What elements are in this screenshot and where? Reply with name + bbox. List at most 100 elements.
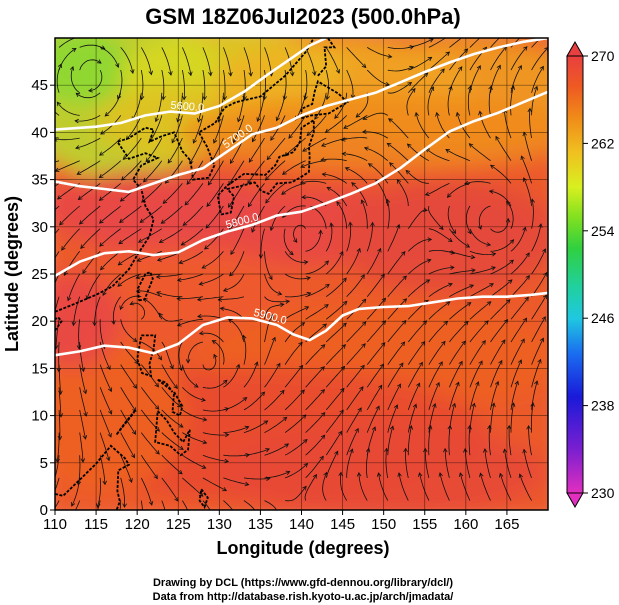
streamline-arrow xyxy=(418,472,423,477)
streamline xyxy=(99,455,106,485)
streamline-arrow xyxy=(318,229,323,235)
streamline-arrow xyxy=(448,34,452,38)
streamline-arrow xyxy=(525,275,530,280)
streamline-arrow xyxy=(319,455,324,461)
streamline xyxy=(56,101,80,116)
streamline-arrow xyxy=(389,162,394,167)
streamline-arrow xyxy=(34,167,38,171)
streamline-arrow xyxy=(465,243,471,248)
streamline-arrow xyxy=(505,299,511,304)
streamline xyxy=(202,477,227,491)
streamline-arrow xyxy=(161,95,166,101)
streamline-arrow xyxy=(248,72,253,77)
streamline-arrow xyxy=(201,264,207,269)
streamline-arrow xyxy=(102,291,107,297)
streamline xyxy=(469,250,496,256)
y-tick-label: 25 xyxy=(31,266,48,283)
streamline-arrow xyxy=(458,66,463,71)
streamline-arrow xyxy=(132,407,137,412)
y-tick-label: 5 xyxy=(40,455,48,472)
streamline-arrow xyxy=(441,340,446,346)
streamline xyxy=(366,426,376,456)
streamline xyxy=(449,302,472,320)
streamline xyxy=(469,228,491,246)
streamline xyxy=(325,409,344,433)
streamline xyxy=(305,230,322,252)
streamline xyxy=(425,148,450,162)
streamline-arrow xyxy=(467,229,472,235)
streamline xyxy=(55,319,60,349)
streamline xyxy=(141,341,162,361)
streamline-arrow xyxy=(320,434,326,440)
streamline-arrow xyxy=(99,151,104,156)
streamline-arrow xyxy=(303,463,309,468)
streamline xyxy=(61,228,80,251)
streamline-arrow xyxy=(117,261,123,266)
streamline-arrow xyxy=(117,94,122,100)
streamline xyxy=(531,272,548,297)
streamline xyxy=(523,449,532,479)
streamline-arrow xyxy=(445,51,451,56)
streamline xyxy=(428,361,443,388)
streamline-arrow xyxy=(235,363,241,369)
colorbar-ticks: 230 238 246 254 262 270 xyxy=(583,48,615,501)
streamline-arrow xyxy=(248,158,253,163)
streamline-arrow xyxy=(256,117,261,122)
streamline xyxy=(346,321,367,343)
streamline xyxy=(346,365,365,388)
streamline-arrow xyxy=(82,389,88,395)
streamline xyxy=(469,340,486,365)
streamline xyxy=(531,38,542,48)
streamline xyxy=(366,342,386,365)
streamline xyxy=(63,251,81,276)
streamline-arrow xyxy=(351,182,356,187)
streamline-arrow xyxy=(99,242,104,247)
streamline xyxy=(86,273,101,300)
streamline xyxy=(531,66,544,93)
streamline xyxy=(467,86,471,116)
streamline xyxy=(407,362,423,388)
streamline xyxy=(130,302,146,320)
streamline-arrow xyxy=(340,387,345,393)
streamline xyxy=(428,321,448,343)
streamline xyxy=(521,155,532,184)
streamline-arrow xyxy=(349,448,354,454)
streamline-arrow xyxy=(321,142,326,147)
streamline xyxy=(366,274,385,297)
streamline xyxy=(284,273,311,280)
streamline xyxy=(70,66,80,94)
streamline-arrow xyxy=(481,340,486,345)
streamline xyxy=(141,183,163,203)
streamline-arrow xyxy=(265,448,270,453)
streamline xyxy=(243,361,258,388)
streamline-arrow xyxy=(135,274,141,280)
streamline xyxy=(469,381,479,410)
streamline-arrow xyxy=(445,301,451,306)
streamline xyxy=(325,70,330,100)
streamline xyxy=(99,160,121,178)
streamline xyxy=(361,199,368,229)
streamline-arrow xyxy=(108,409,113,415)
streamline xyxy=(510,252,530,275)
streamline xyxy=(305,260,329,275)
y-tick-label: 10 xyxy=(31,408,48,425)
streamline xyxy=(419,472,430,501)
streamline-arrow xyxy=(494,380,500,386)
streamline-arrow xyxy=(59,220,64,226)
streamline-arrow xyxy=(57,195,62,200)
streamline xyxy=(528,425,532,456)
y-axis-ticks: 0 5 10 15 20 25 30 35 40 45 xyxy=(31,77,55,519)
streamline-arrow xyxy=(334,114,339,119)
x-tick-label: 145 xyxy=(330,516,355,533)
streamline xyxy=(341,137,368,141)
streamline xyxy=(305,366,325,388)
x-tick-label: 135 xyxy=(248,516,273,533)
streamline xyxy=(408,259,431,275)
streamline xyxy=(531,294,547,320)
streamline-arrow xyxy=(491,252,497,257)
streamline-arrow xyxy=(526,424,531,430)
streamline-arrow xyxy=(534,380,539,385)
streamline-arrow xyxy=(320,157,325,162)
coastline xyxy=(136,334,157,378)
streamline-arrow xyxy=(202,439,208,445)
